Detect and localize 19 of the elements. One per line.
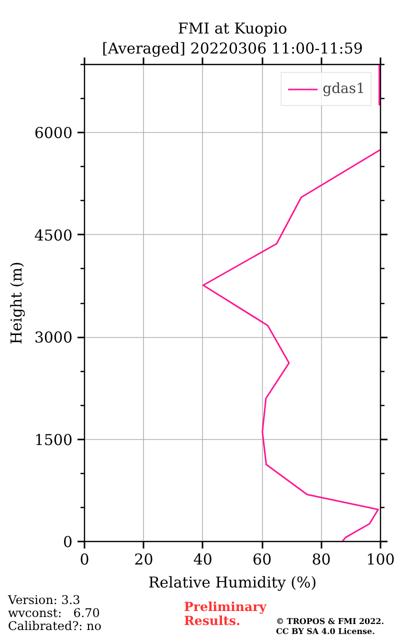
x-tick-label: 60	[252, 550, 272, 568]
text: © TROPOS & FMI 2022. CC BY SA 4.0 License.	[276, 616, 384, 636]
x-tick-label: 80	[312, 550, 331, 568]
y-tick-label: 4500	[34, 226, 73, 244]
chart-subtitle: [Averaged] 20220306 11:00-11:59	[102, 40, 363, 58]
x-tick-label: 100	[366, 550, 395, 568]
legend-label: gdas1	[322, 81, 365, 97]
x-tick-label: 40	[193, 550, 212, 568]
y-tick-label: 3000	[34, 328, 73, 347]
y-tick-label: 6000	[34, 124, 73, 142]
text: Preliminary Results.	[184, 599, 266, 628]
x-tick-label: 0	[80, 550, 90, 568]
text: Version: 3.3 wvconst: 6.70 Calibrated?: no	[8, 593, 102, 633]
x-tick-label: 20	[134, 550, 154, 568]
y-axis-title: Height (m)	[7, 262, 26, 344]
y-tick-label: 0	[62, 533, 73, 551]
chart-title: FMI at Kuopio	[178, 20, 288, 38]
y-tick-label: 1500	[34, 430, 73, 449]
x-axis-title: Relative Humidity (%)	[148, 574, 317, 592]
